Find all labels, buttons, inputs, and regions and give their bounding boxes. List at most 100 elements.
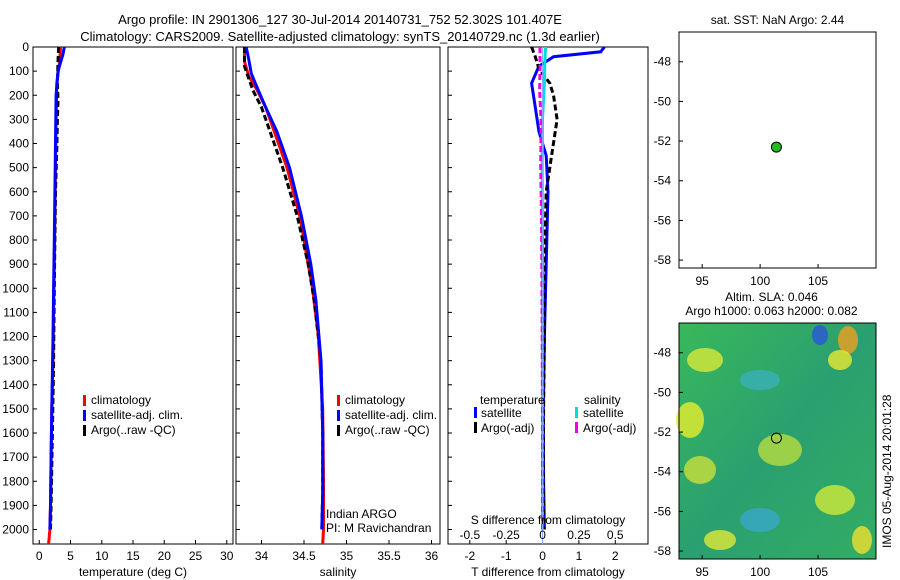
- depth-tick-label: 900: [9, 257, 29, 271]
- series-line-satellite-adj-clim-: [48, 46, 66, 530]
- depth-tick-label: 700: [9, 209, 29, 223]
- salinity-xlabel: salinity: [320, 565, 357, 579]
- sla-map-title-line-1: Altim. SLA: 0.046: [725, 290, 818, 304]
- depth-tick-label: 2000: [2, 523, 29, 537]
- x-tick-label: 20: [158, 549, 172, 563]
- sla-anomaly-patch: [828, 350, 852, 370]
- lon-tick-label: 95: [695, 565, 709, 579]
- salinity-diff-tick-label: -0.5: [459, 528, 480, 542]
- x-tick-label: 30: [220, 549, 234, 563]
- x-tick-label: 36: [425, 549, 439, 563]
- lat-tick-label: -52: [654, 425, 672, 439]
- lat-tick-label: -50: [654, 94, 672, 108]
- x-tick-label: -1: [501, 549, 512, 563]
- x-tick-label: 10: [95, 549, 109, 563]
- sla-map-title-line-2: Argo h1000: 0.063 h2000: 0.082: [685, 304, 857, 318]
- depth-tick-label: 500: [9, 161, 29, 175]
- sla-anomaly-patch: [758, 434, 802, 466]
- sla-anomaly-patch: [687, 348, 723, 372]
- legend-label: climatology: [91, 393, 151, 407]
- legend-label: climatology: [345, 393, 405, 407]
- x-tick-label: -2: [464, 549, 475, 563]
- depth-tick-label: 800: [9, 233, 29, 247]
- legend-label: Argo(-adj): [583, 421, 636, 435]
- lat-tick-label: -54: [654, 465, 672, 479]
- lon-tick-label: 100: [750, 274, 770, 288]
- lat-tick-label: -50: [654, 385, 672, 399]
- temperature-axes-frame: [32, 46, 234, 545]
- lat-tick-label: -58: [654, 544, 672, 558]
- lon-tick-label: 105: [808, 565, 828, 579]
- lon-tick-label: 100: [750, 565, 770, 579]
- legend-label: Argo(..raw -QC): [345, 423, 430, 437]
- legend-label: Argo(..raw -QC): [91, 423, 176, 437]
- x-tick-label: 34.5: [292, 549, 316, 563]
- sla-anomaly-patch: [704, 530, 736, 550]
- difference-xlabel: T difference from climatology: [471, 565, 625, 579]
- x-tick-label: 0: [539, 549, 546, 563]
- series-line-satellite-adj-clim-: [244, 46, 325, 530]
- lat-tick-label: -48: [654, 55, 672, 69]
- depth-tick-label: 0: [22, 40, 29, 54]
- legend-swatch: [575, 407, 578, 418]
- legend-label: satellite-adj. clim.: [345, 408, 437, 422]
- salinity-axes-frame: [235, 46, 441, 545]
- salinity-diff-tick-label: 0.5: [607, 528, 624, 542]
- depth-tick-label: 400: [9, 137, 29, 151]
- salinity-diff-tick-label: 0: [539, 528, 546, 542]
- float-position-marker: [770, 432, 782, 444]
- sla-anomaly-patch: [740, 508, 780, 532]
- legend-label: Argo(-adj): [481, 421, 534, 435]
- x-tick-label: 0: [36, 549, 43, 563]
- depth-tick-label: 1600: [2, 426, 29, 440]
- salinity-diff-axis-label: S difference from climatology: [471, 513, 626, 527]
- legend-swatch: [337, 425, 340, 436]
- legend-swatch: [575, 422, 578, 433]
- lat-tick-label: -54: [654, 174, 672, 188]
- salinity-diff-tick-label: 0.25: [567, 528, 591, 542]
- sst-map-panel: sat. SST: NaN Argo: 2.44 -48 -50 -52 -54 -56 -…: [654, 13, 877, 288]
- x-tick-label: 35: [340, 549, 354, 563]
- lat-tick-label: -48: [654, 346, 672, 360]
- x-tick-label: 34: [255, 549, 269, 563]
- legend-swatch: [83, 425, 86, 436]
- salinity-diff-tick-label: -0.25: [493, 528, 521, 542]
- depth-tick-label: 1800: [2, 474, 29, 488]
- float-position-marker: [770, 141, 782, 153]
- lat-tick-label: -56: [654, 504, 672, 518]
- watermark-label: IMOS 05-Aug-2014 20:01:28: [880, 394, 894, 548]
- legend-swatch: [474, 422, 477, 433]
- sst-map-title: sat. SST: NaN Argo: 2.44: [711, 13, 845, 27]
- legend-swatch: [474, 407, 477, 418]
- sla-anomaly-patch: [852, 526, 872, 554]
- depth-tick-label: 1100: [3, 305, 29, 319]
- depth-tick-label: 1500: [2, 402, 29, 416]
- sla-anomaly-patch: [740, 370, 780, 390]
- legend-label: satellite: [583, 406, 624, 420]
- salinity-legend-heading: salinity: [584, 393, 621, 407]
- lat-tick-label: -58: [654, 253, 672, 267]
- figure-title-line-2: Climatology: CARS2009. Satellite-adjuste…: [80, 29, 600, 44]
- sla-anomaly-patch: [838, 326, 858, 354]
- depth-tick-label: 300: [9, 112, 29, 126]
- lat-tick-label: -52: [654, 134, 672, 148]
- x-tick-label: 35.5: [377, 549, 401, 563]
- difference-panel: -2 -1 0 1 2 T difference from climatology -0.5…: [447, 46, 649, 579]
- salinity-panel: 34 34.5 35 35.5 36 salinity climatologysatelli…: [235, 46, 441, 579]
- x-tick-label: 5: [67, 549, 74, 563]
- sla-anomaly-patch: [684, 456, 716, 484]
- difference-axes-frame: [447, 46, 649, 545]
- depth-tick-label: 1700: [2, 450, 29, 464]
- depth-tick-label: 1900: [2, 498, 29, 512]
- depth-tick-label: 1400: [2, 378, 29, 392]
- sla_map-frame: [678, 322, 877, 560]
- x-tick-label: 15: [126, 549, 140, 563]
- sla-anomaly-patch: [815, 485, 855, 515]
- depth-tick-label: 200: [9, 88, 29, 102]
- depth-tick-label: 1000: [2, 281, 29, 295]
- temperature-panel: 0100200300400500600700800900100011001200…: [2, 40, 233, 579]
- figure-title-line-1: Argo profile: IN 2901306_127 30-Jul-2014…: [118, 12, 562, 27]
- sla-anomaly-patch: [812, 325, 828, 345]
